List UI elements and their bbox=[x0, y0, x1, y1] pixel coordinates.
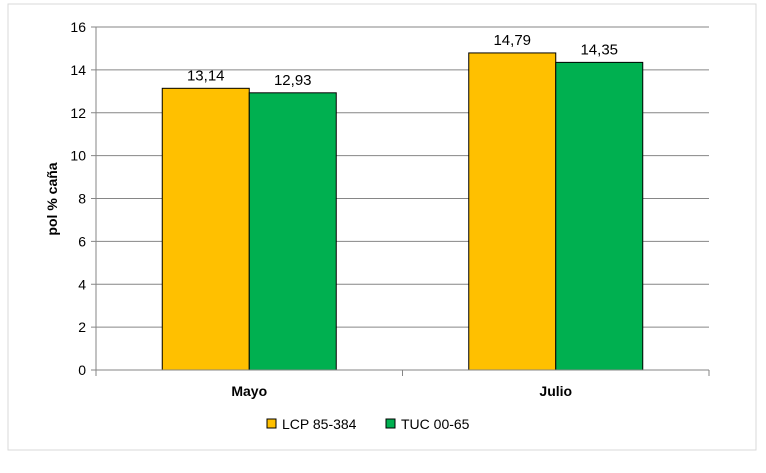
bar bbox=[161, 87, 250, 371]
bar bbox=[555, 61, 644, 371]
bar bbox=[248, 92, 337, 371]
y-tick-label: 10 bbox=[70, 148, 86, 164]
y-tick-label: 0 bbox=[78, 362, 86, 378]
y-axis-label: pol % caña bbox=[44, 162, 60, 235]
y-tick-label: 12 bbox=[70, 105, 86, 121]
chart-border bbox=[7, 3, 757, 451]
legend: LCP 85-384 TUC 00-65 bbox=[266, 416, 470, 432]
y-tick-label: 4 bbox=[78, 276, 86, 292]
y-tick-label: 2 bbox=[78, 319, 86, 335]
x-tick-label: Julio bbox=[539, 383, 572, 399]
legend-label: LCP 85-384 bbox=[282, 416, 357, 432]
bars bbox=[161, 52, 644, 371]
x-tick-label: Mayo bbox=[231, 383, 267, 399]
legend-swatch bbox=[266, 418, 277, 429]
data-label: 12,93 bbox=[274, 72, 312, 89]
legend-swatch bbox=[385, 418, 396, 429]
bar bbox=[468, 52, 557, 371]
y-tick-label: 6 bbox=[78, 233, 86, 249]
data-label: 13,14 bbox=[187, 67, 225, 84]
data-label: 14,35 bbox=[580, 41, 618, 58]
y-axis-ticks: 0 2 4 6 8 10 12 14 16 bbox=[70, 19, 86, 378]
y-tick-label: 14 bbox=[70, 62, 86, 78]
y-tick-label: 16 bbox=[70, 19, 86, 35]
legend-label: TUC 00-65 bbox=[401, 416, 470, 432]
data-label: 14,79 bbox=[493, 32, 531, 49]
y-tick-label: 8 bbox=[78, 191, 86, 207]
axes bbox=[91, 26, 710, 376]
data-labels: 13,14 12,93 14,79 14,35 bbox=[187, 32, 618, 89]
x-axis-ticks: Mayo Julio bbox=[231, 383, 572, 399]
